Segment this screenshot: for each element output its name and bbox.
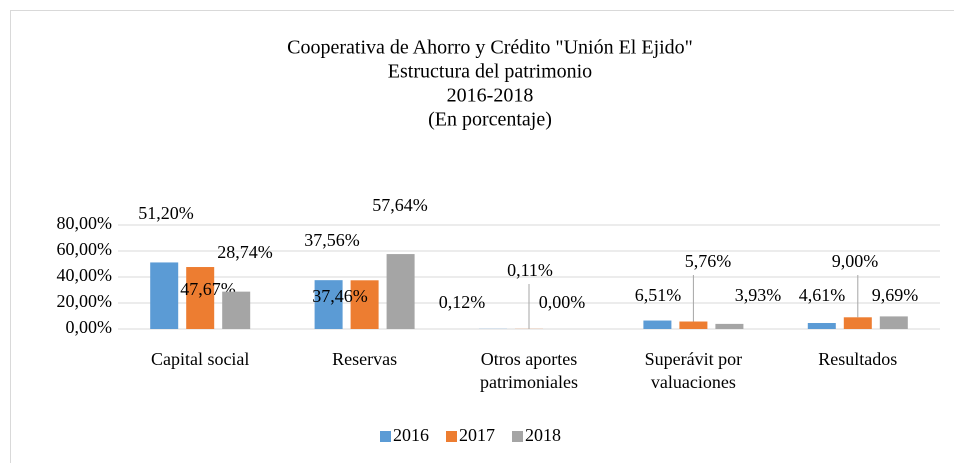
legend-label: 2018 xyxy=(525,425,561,445)
x-tick-label: Otros aportes xyxy=(481,349,577,369)
legend-label: 2017 xyxy=(459,425,495,445)
legend-swatch xyxy=(380,431,391,442)
legend-label: 2016 xyxy=(393,425,429,445)
bar xyxy=(715,323,744,329)
y-tick-label: 40,00% xyxy=(57,265,113,285)
data-label: 3,93% xyxy=(735,285,782,305)
bar xyxy=(879,316,908,329)
data-label: 28,74% xyxy=(217,242,273,262)
chart-title: Cooperativa de Ahorro y Crédito "Unión E… xyxy=(287,37,693,59)
legend-swatch xyxy=(446,431,457,442)
bar xyxy=(643,320,672,329)
y-tick-label: 60,00% xyxy=(57,239,113,259)
data-label: 0,12% xyxy=(439,292,486,312)
data-label: 37,46% xyxy=(312,286,368,306)
data-label: 9,00% xyxy=(832,251,879,271)
x-tick-label: Resultados xyxy=(818,349,897,369)
x-tick-label: valuaciones xyxy=(651,372,736,392)
x-tick-label: Reservas xyxy=(332,349,397,369)
chart-title: Estructura del patrimonio xyxy=(388,61,592,83)
bar xyxy=(186,267,215,329)
y-tick-label: 0,00% xyxy=(66,317,113,337)
bar xyxy=(150,262,179,329)
y-tick-label: 80,00% xyxy=(57,213,113,233)
data-label: 4,61% xyxy=(799,285,846,305)
bar xyxy=(807,323,836,329)
bar xyxy=(679,321,708,329)
bar xyxy=(222,291,251,329)
legend-swatch xyxy=(512,431,523,442)
data-label: 37,56% xyxy=(304,230,360,250)
x-tick-label: Superávit por xyxy=(645,349,742,369)
data-label: 0,11% xyxy=(507,260,553,280)
data-label: 57,64% xyxy=(372,195,428,215)
bar xyxy=(843,317,872,329)
bar xyxy=(350,280,379,329)
data-label: 51,20% xyxy=(138,203,194,223)
bar xyxy=(386,254,415,329)
chart-border xyxy=(10,10,954,463)
chart-title: 2016-2018 xyxy=(447,85,534,107)
bar xyxy=(314,280,343,329)
data-label: 6,51% xyxy=(635,285,682,305)
y-tick-label: 20,00% xyxy=(57,291,113,311)
x-tick-label: Capital social xyxy=(151,349,249,369)
data-label: 0,00% xyxy=(539,292,586,312)
x-tick-label: patrimoniales xyxy=(480,372,578,392)
data-label: 47,67% xyxy=(180,279,236,299)
data-label: 9,69% xyxy=(872,285,919,305)
data-label: 5,76% xyxy=(685,251,732,271)
chart-title: (En porcentaje) xyxy=(428,109,552,131)
